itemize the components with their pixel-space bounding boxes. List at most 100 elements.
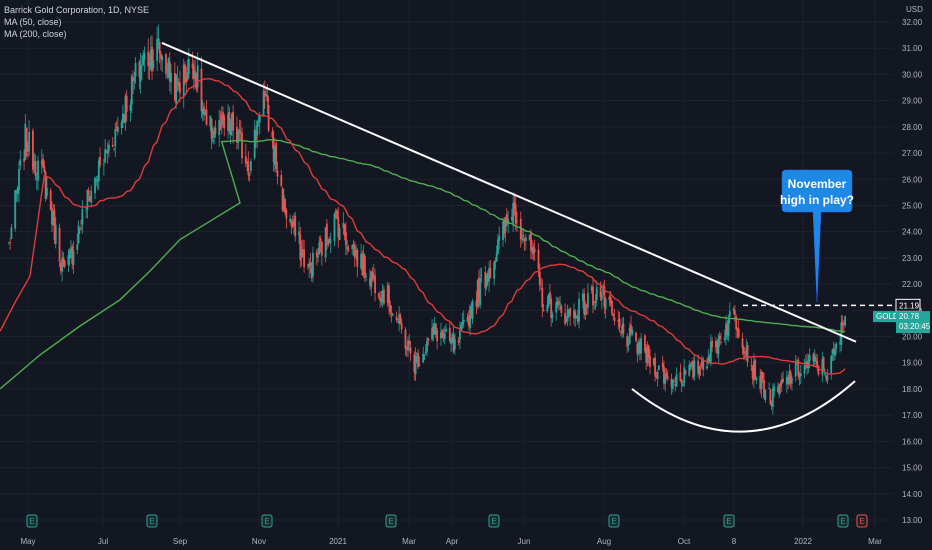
callout-bubble[interactable]: November high in play? bbox=[780, 169, 854, 303]
candle bbox=[547, 293, 550, 308]
candle bbox=[467, 310, 470, 331]
candle bbox=[690, 360, 693, 370]
x-tick-label: 2021 bbox=[329, 537, 347, 546]
candle bbox=[644, 333, 646, 354]
candle bbox=[789, 369, 792, 389]
ma50-legend[interactable]: MA (50, close) bbox=[4, 17, 62, 27]
candle bbox=[247, 151, 250, 181]
candle bbox=[365, 272, 368, 282]
candle bbox=[120, 119, 123, 135]
candle bbox=[7, 242, 10, 245]
candle bbox=[369, 268, 371, 290]
earnings-marker[interactable]: E bbox=[488, 514, 500, 528]
candle bbox=[835, 341, 838, 355]
candle bbox=[778, 383, 781, 398]
candle bbox=[461, 312, 464, 330]
candle bbox=[785, 370, 788, 393]
candle bbox=[185, 66, 188, 95]
candle bbox=[89, 194, 91, 202]
candle bbox=[718, 331, 721, 347]
candle bbox=[565, 316, 568, 323]
candle bbox=[129, 99, 132, 122]
candle bbox=[834, 344, 836, 360]
candle bbox=[104, 139, 107, 164]
candle bbox=[654, 352, 656, 382]
candle bbox=[746, 342, 749, 368]
candle bbox=[298, 221, 300, 244]
candle bbox=[674, 376, 677, 392]
candle bbox=[289, 214, 292, 223]
candle bbox=[575, 315, 578, 319]
candle bbox=[564, 303, 567, 327]
earnings-marker[interactable]: E bbox=[723, 514, 735, 528]
candle bbox=[452, 326, 455, 354]
candle bbox=[361, 250, 364, 276]
earnings-marker[interactable]: E bbox=[26, 514, 38, 528]
candle bbox=[381, 283, 384, 308]
candle bbox=[409, 340, 412, 362]
countdown-label: 03:20:45 bbox=[899, 322, 931, 331]
candle bbox=[701, 355, 703, 369]
candle bbox=[423, 354, 426, 361]
candle bbox=[291, 215, 294, 229]
earnings-marker-label: E bbox=[29, 517, 34, 526]
candle bbox=[422, 346, 425, 364]
candle bbox=[613, 308, 616, 326]
candle bbox=[236, 116, 238, 149]
candle bbox=[619, 330, 622, 337]
candle bbox=[52, 203, 55, 226]
candle bbox=[495, 245, 498, 262]
candle bbox=[637, 339, 640, 356]
downtrend-line[interactable] bbox=[161, 42, 857, 343]
rounded-bottom-arc[interactable] bbox=[631, 380, 856, 433]
candle bbox=[318, 235, 321, 255]
candle bbox=[726, 320, 729, 341]
candle bbox=[523, 237, 526, 251]
candle bbox=[782, 371, 784, 383]
candle bbox=[170, 64, 172, 95]
candle bbox=[708, 353, 711, 363]
earnings-marker[interactable]: E bbox=[856, 514, 868, 528]
candle bbox=[374, 268, 376, 302]
candle bbox=[175, 73, 178, 109]
candle bbox=[631, 326, 634, 336]
candle bbox=[244, 143, 247, 168]
candle bbox=[280, 169, 283, 188]
earnings-marker[interactable]: E bbox=[146, 514, 158, 528]
earnings-marker[interactable]: E bbox=[608, 514, 620, 528]
earnings-marker-label: E bbox=[726, 517, 731, 526]
candle bbox=[787, 374, 790, 390]
ma200-legend[interactable]: MA (200, close) bbox=[4, 29, 67, 39]
candle bbox=[149, 36, 152, 72]
candle bbox=[28, 120, 31, 157]
earnings-marker[interactable]: E bbox=[261, 514, 273, 528]
candle bbox=[541, 279, 544, 318]
candle bbox=[158, 39, 161, 64]
candle bbox=[433, 316, 436, 336]
candle bbox=[635, 331, 637, 343]
candle bbox=[612, 312, 615, 320]
earnings-marker-label: E bbox=[264, 517, 269, 526]
time-axis[interactable]: May Jul Sep Nov 2021 Mar Apr Jun Aug Oct 8 2022 Mar bbox=[20, 537, 882, 546]
candle bbox=[484, 265, 487, 297]
candle bbox=[426, 336, 428, 357]
candle bbox=[576, 309, 579, 325]
earnings-marker[interactable]: E bbox=[837, 514, 849, 528]
candle bbox=[821, 351, 824, 383]
candle bbox=[42, 153, 44, 169]
x-tick-label: Jul bbox=[98, 537, 108, 546]
x-tick-label: Aug bbox=[597, 537, 611, 546]
currency-label: USD bbox=[906, 5, 923, 14]
candle bbox=[661, 356, 664, 372]
y-tick-label: 20.00 bbox=[902, 333, 923, 342]
y-tick-label: 32.00 bbox=[902, 18, 923, 27]
candle bbox=[513, 193, 516, 216]
candle bbox=[334, 208, 337, 219]
candle bbox=[15, 189, 18, 203]
earnings-marker[interactable]: E bbox=[385, 514, 397, 528]
candle bbox=[585, 303, 588, 316]
candle bbox=[333, 212, 336, 247]
candle bbox=[51, 201, 53, 232]
